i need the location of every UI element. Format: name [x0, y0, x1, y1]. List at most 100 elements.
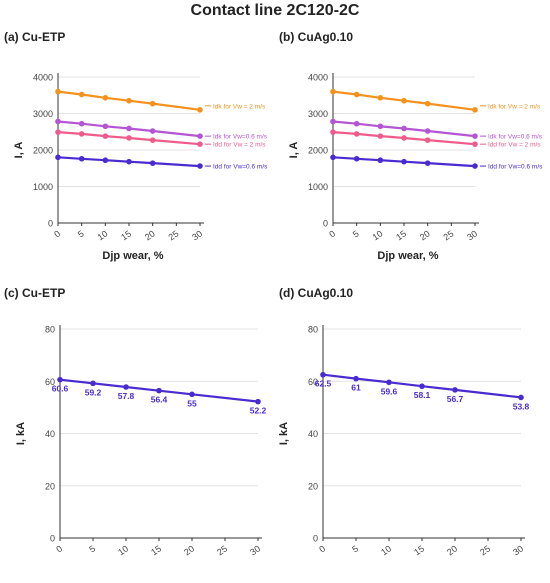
data-point [126, 125, 132, 132]
x-tick-label: 25 [167, 228, 181, 242]
data-point [353, 131, 360, 137]
series-line [332, 90, 476, 111]
data-point [55, 118, 61, 125]
series-line [322, 373, 522, 399]
data-point [197, 141, 203, 147]
series-line [332, 131, 476, 146]
series-legend-label: Idd for Vw=0.6 m/s [488, 164, 543, 171]
x-tick-label: 15 [412, 543, 426, 557]
data-point [424, 100, 431, 107]
data-point [156, 387, 162, 394]
data-point [78, 120, 85, 127]
y-axis-title: I, A [13, 142, 25, 159]
y-tick-label: 0 [323, 219, 328, 229]
data-point [255, 398, 261, 405]
series-legend-label: Idd for Vw = 2 m/s [488, 142, 541, 149]
data-point [353, 375, 359, 382]
y-tick-label: 0 [48, 219, 53, 229]
y-tick-label: 80 [308, 325, 318, 335]
x-tick-label: 20 [445, 543, 459, 557]
data-label: 56.7 [447, 394, 464, 404]
data-point [149, 137, 156, 143]
data-point [330, 118, 336, 125]
data-point [78, 155, 85, 162]
x-tick-label: 0 [327, 228, 337, 239]
panel-label-a: (a) Cu-ETP [4, 30, 66, 44]
data-point [57, 376, 63, 383]
series-legend-label: Idd for Vw = 2 m/s [213, 142, 266, 149]
chart-panel-c: (c) Cu-ETP 020406080051015202530Djp wear… [0, 286, 275, 558]
x-tick-label: 15 [394, 228, 408, 242]
data-point [126, 97, 132, 104]
y-tick-label: 1000 [308, 182, 328, 192]
x-tick-label: 0 [54, 543, 64, 554]
data-point [189, 391, 195, 398]
data-point [197, 163, 203, 169]
chart-svg: 0 1000 2000 3000 4000 0 5 10 15 20 25 30 Djp wear, %… [288, 73, 543, 263]
data-point [353, 155, 360, 162]
data-label: 60.6 [52, 384, 69, 394]
data-point [452, 387, 458, 393]
y-tick-label: 4000 [33, 73, 53, 83]
series-line [59, 378, 259, 403]
x-tick-label: 30 [248, 543, 262, 557]
x-tick-label: 10 [96, 228, 110, 242]
series-line [57, 156, 201, 168]
data-point [472, 133, 478, 139]
data-point [518, 394, 524, 401]
data-point [197, 133, 203, 139]
x-tick-label: 20 [418, 228, 432, 242]
series-legend-label: Idk for Vw=0.6 m/s [213, 134, 268, 141]
data-point [401, 135, 407, 141]
data-point [472, 163, 478, 169]
data-point [424, 137, 431, 143]
data-point [55, 88, 61, 95]
panel-label-d: (d) CuAg0.10 [279, 286, 354, 300]
data-point [149, 128, 156, 134]
x-tick-label: 5 [350, 543, 360, 554]
data-point [424, 160, 431, 166]
x-tick-label: 20 [182, 543, 196, 557]
data-point [401, 125, 407, 132]
y-tick-label: 4000 [308, 73, 328, 83]
data-point [197, 107, 203, 113]
x-tick-label: 5 [76, 228, 86, 239]
x-tick-label: 25 [215, 543, 229, 557]
y-tick-label: 2000 [33, 146, 53, 156]
chart-panel-b: (b) CuAg0.10 0 1000 2000 3000 4000 0 5 10 15 20 25… [275, 30, 550, 302]
data-point [55, 154, 61, 161]
data-point [472, 141, 478, 147]
data-point [424, 128, 431, 134]
data-point [353, 120, 360, 127]
data-point [78, 131, 85, 137]
series-line [57, 131, 201, 146]
y-tick-label: 0 [313, 534, 318, 544]
x-axis-title: Djp wear, % [377, 250, 438, 262]
data-point [377, 95, 384, 101]
data-point [401, 158, 407, 165]
x-axis-title: Djp wear, % [102, 250, 163, 262]
series-line [332, 156, 476, 168]
data-label: 59.2 [85, 387, 102, 397]
y-axis-title: I, kA [278, 422, 290, 445]
data-label: 59.6 [381, 386, 398, 396]
data-point [102, 157, 109, 164]
data-point [386, 379, 392, 386]
x-tick-label: 15 [149, 543, 163, 557]
y-tick-label: 20 [45, 481, 55, 491]
x-tick-label: 10 [379, 543, 393, 557]
data-point [149, 160, 156, 166]
chart-svg: 020406080051015202530Djp wear, %I, kA62.… [278, 325, 530, 558]
y-tick-label: 3000 [308, 109, 328, 119]
data-point [320, 371, 326, 378]
data-point [472, 107, 478, 113]
series-line [57, 90, 201, 111]
panel-label-b: (b) CuAg0.10 [279, 30, 354, 44]
series-legend-label: Idk for Vw = 2 m/s [213, 103, 266, 110]
series-line [57, 120, 201, 138]
y-tick-label: 80 [45, 325, 55, 335]
data-label: 58.1 [414, 390, 431, 400]
x-tick-label: 5 [351, 228, 361, 239]
data-point [377, 157, 384, 164]
x-tick-label: 15 [119, 228, 133, 242]
